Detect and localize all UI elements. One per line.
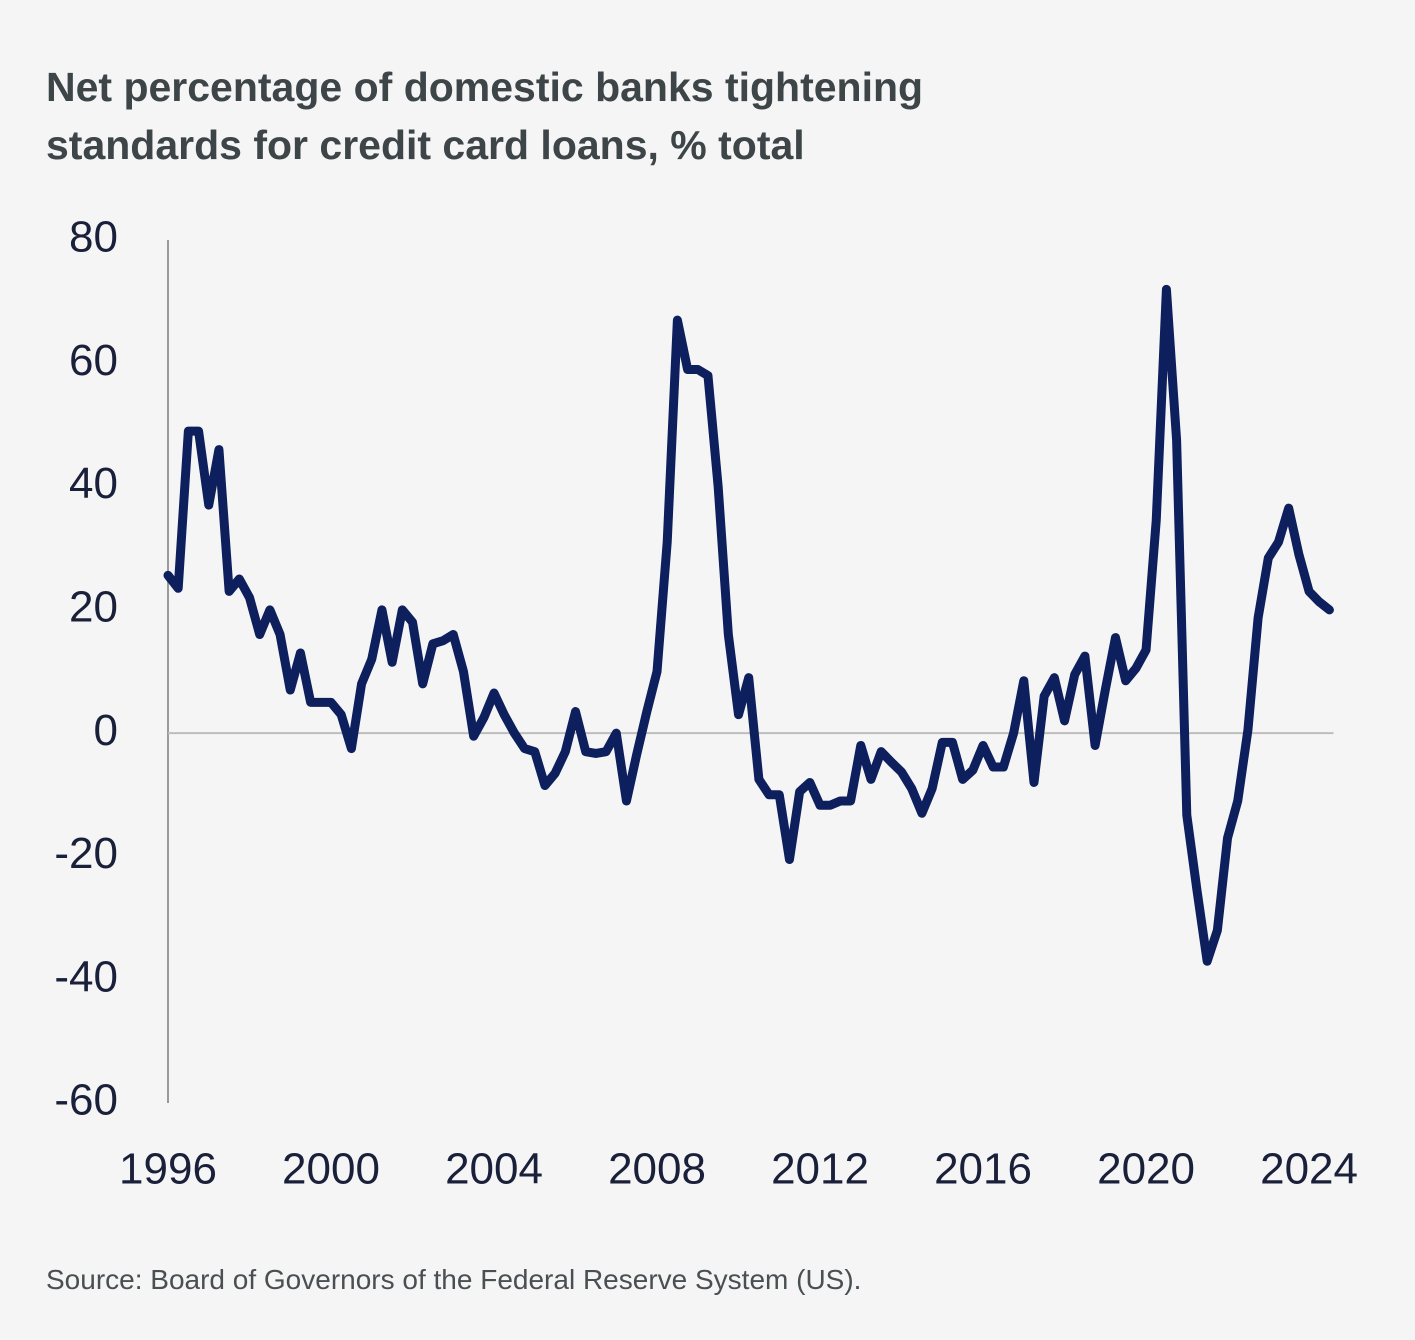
x-tick-label: 2008: [608, 1145, 706, 1194]
y-tick-label: -60: [54, 1076, 118, 1125]
x-tick-label: 2012: [771, 1145, 869, 1194]
x-tick-label: 2024: [1260, 1145, 1358, 1194]
chart-title: Net percentage of domestic banks tighten…: [46, 64, 924, 168]
x-tick-label: 2000: [282, 1145, 380, 1194]
y-tick-label: -40: [54, 952, 118, 1001]
source-note: Source: Board of Governors of the Federa…: [46, 1264, 862, 1295]
x-tick-label: 2016: [934, 1145, 1032, 1194]
chart: -60 -40 -20 0 20 40 60 80 1996 2000 2004 2008 2012 20…: [54, 213, 1358, 1194]
y-tick-label: 40: [69, 459, 118, 508]
y-tick-label: 60: [69, 336, 118, 385]
x-tick-label: 2004: [445, 1145, 543, 1194]
y-tick-label: 20: [69, 582, 118, 631]
x-tick-label: 2020: [1097, 1145, 1195, 1194]
y-tick-label: 0: [94, 706, 118, 755]
line-series: [163, 284, 1334, 966]
y-tick-label: -20: [54, 829, 118, 878]
y-tick-label: 80: [69, 213, 118, 262]
x-tick-label: 1996: [119, 1145, 217, 1194]
